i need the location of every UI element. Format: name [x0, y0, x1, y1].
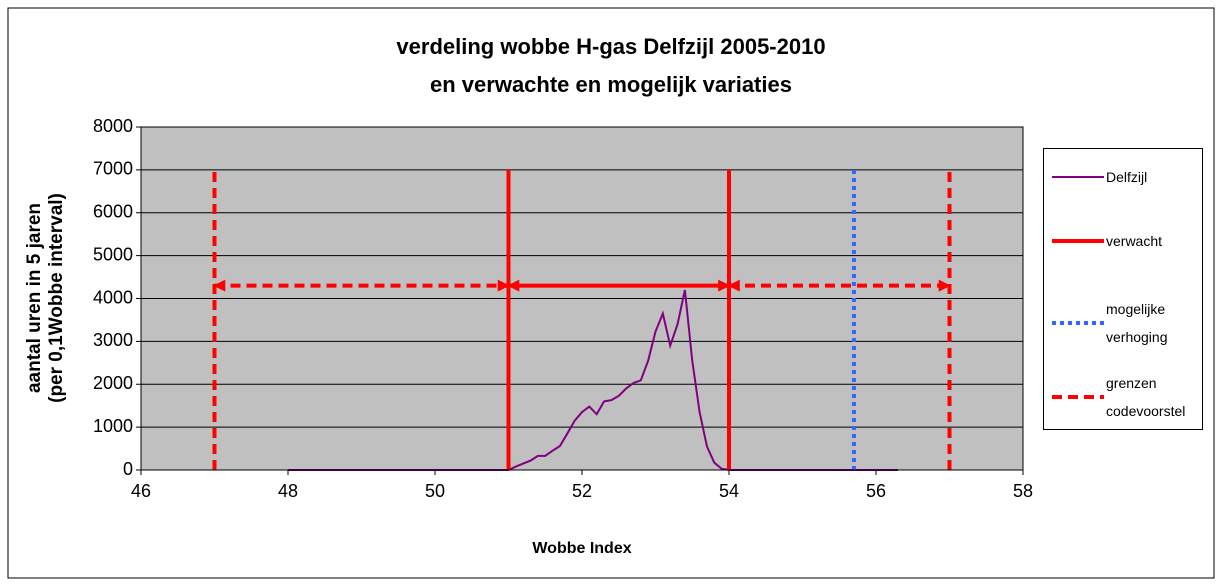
legend-label: grenzen codevoorstel: [1106, 375, 1186, 419]
legend-swatch: [1052, 176, 1104, 178]
plot-border: [140, 126, 1024, 471]
y-axis-label: aantal uren in 5 jaren (per 0,1Wobbe int…: [24, 193, 67, 403]
x-tick-label: 50: [425, 481, 445, 501]
y-axis-label-line: (per 0,1Wobbe interval): [46, 193, 67, 403]
y-tick-label: 3000: [93, 330, 133, 350]
series-line: [288, 289, 899, 471]
x-tick-label: 58: [1013, 481, 1033, 501]
y-tick-label: 8000: [93, 116, 133, 136]
x-tick-label: 48: [278, 481, 298, 501]
grid: 0 1000 2000 3000 4000 5000 6000 7000 8000 46 48 50 5…: [93, 116, 1033, 501]
x-axis-label: Wobbe Index: [532, 540, 631, 557]
x-tick-label: 56: [866, 481, 886, 501]
x-tick-label: 54: [719, 481, 739, 501]
legend-swatch: [1052, 321, 1104, 325]
y-tick-label: 7000: [93, 159, 133, 179]
marks: [212, 169, 952, 471]
legend-swatch: [1052, 395, 1104, 399]
legend-entry: verwacht: [1050, 227, 1202, 255]
legend-swatch: [1052, 239, 1104, 243]
legend: Delfzijl verwacht mogelijke verhoging grenz…: [1043, 148, 1203, 430]
chart-title: en verwachte en mogelijk variaties: [430, 72, 792, 97]
y-tick-label: 1000: [93, 416, 133, 436]
y-tick-label: 5000: [93, 244, 133, 264]
x-tick-label: 52: [572, 481, 592, 501]
legend-label: Delfzijl: [1106, 169, 1148, 185]
legend-entry: Delfzijl: [1050, 163, 1202, 191]
y-tick-label: 6000: [93, 202, 133, 222]
legend-entry: mogelijke verhoging: [1050, 295, 1202, 351]
legend-label: verwacht: [1106, 233, 1163, 249]
chart-title: verdeling wobbe H-gas Delfzijl 2005-2010: [396, 34, 825, 59]
y-tick-label: 2000: [93, 373, 133, 393]
legend-label: mogelijke verhoging: [1106, 301, 1168, 345]
y-tick-label: 0: [123, 459, 133, 479]
y-axis-label-line: aantal uren in 5 jaren: [24, 203, 45, 393]
legend-entry: grenzen codevoorstel: [1050, 369, 1202, 425]
x-tick-label: 46: [131, 481, 151, 501]
y-tick-label: 4000: [93, 287, 133, 307]
